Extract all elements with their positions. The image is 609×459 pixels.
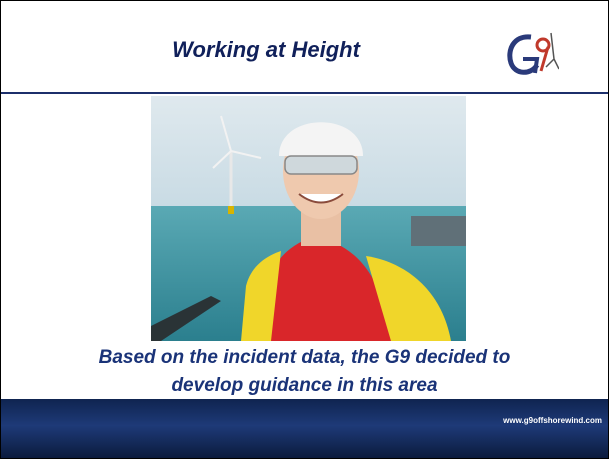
slide-title: Working at Height xyxy=(1,37,531,63)
divider xyxy=(1,92,608,94)
caption-line: Based on the incident data, the G9 decid… xyxy=(1,344,608,372)
footer-url: www.g9offshorewind.com xyxy=(503,416,602,425)
slide: Working at Height Based on the incident … xyxy=(0,0,609,459)
footer: www.g9offshorewind.com xyxy=(1,399,608,458)
photo xyxy=(151,96,466,341)
caption: Based on the incident data, the G9 decid… xyxy=(1,344,608,400)
logo xyxy=(501,29,559,81)
caption-line: develop guidance in this area xyxy=(1,372,608,400)
